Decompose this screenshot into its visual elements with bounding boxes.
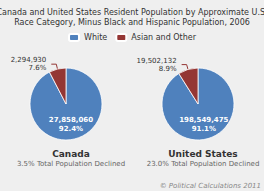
svg-text:23.0% Total Population Decline: 23.0% Total Population Declined [147,160,260,168]
svg-text:United States: United States [168,149,237,159]
svg-text:Race Category, Minus Black and: Race Category, Minus Black and Hispanic … [14,18,250,27]
svg-text:Canada: Canada [52,149,90,159]
svg-text:92.4%: 92.4% [59,125,83,133]
svg-text:27,858,060: 27,858,060 [49,116,93,124]
svg-text:2,294,930: 2,294,930 [11,56,47,64]
svg-text:91.1%: 91.1% [192,125,216,133]
svg-text:Asian and Other: Asian and Other [131,33,196,42]
svg-text:19,502,132: 19,502,132 [137,57,177,65]
svg-text:7.6%: 7.6% [28,64,46,72]
svg-text:Canada and United States Resid: Canada and United States Resident Popula… [0,8,264,17]
svg-text:198,549,475: 198,549,475 [179,116,228,124]
svg-text:8.9%: 8.9% [159,65,177,73]
svg-text:3.5% Total Population Declined: 3.5% Total Population Declined [17,160,125,168]
svg-text:© Political Calculations 2011: © Political Calculations 2011 [160,182,261,190]
svg-text:White: White [84,33,107,42]
